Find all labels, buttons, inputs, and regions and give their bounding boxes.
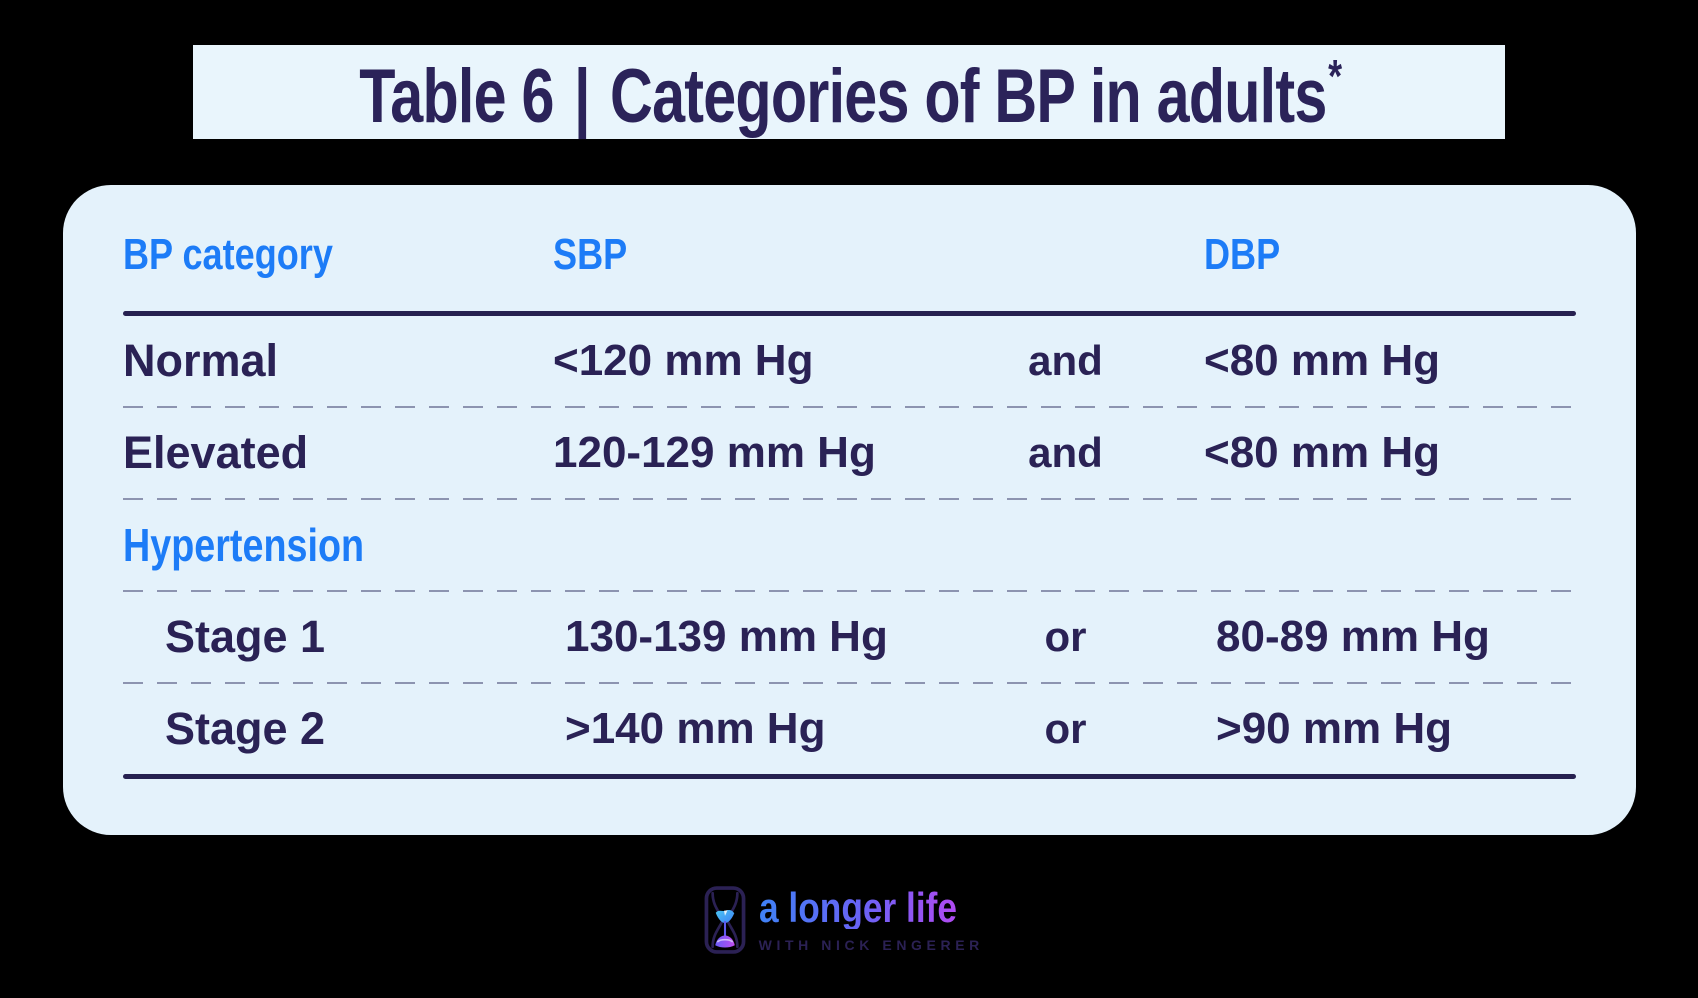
cell-sbp: <120 mm Hg xyxy=(553,336,814,385)
cell-conjunction: or xyxy=(1044,613,1087,660)
cell-category: Elevated xyxy=(123,427,309,478)
header-sbp: SBP xyxy=(553,230,628,279)
cell-conjunction: or xyxy=(1044,705,1087,752)
title-prefix: Table 6 xyxy=(358,54,554,139)
table-row-stage-2: Stage 2 >140 mm Hg or >90 mm Hg xyxy=(123,684,1576,774)
table-header-row: BP category SBP DBP xyxy=(123,185,1576,311)
title-main: Categories of BP in adults xyxy=(609,54,1327,139)
brand-tagline: WITH NICK ENGERER xyxy=(758,937,984,953)
header-rule xyxy=(123,311,1576,316)
table-row-hypertension: Hypertension xyxy=(123,500,1576,590)
cell-dbp: 80-89 mm Hg xyxy=(1216,612,1490,661)
table-row-elevated: Elevated 120-129 mm Hg and <80 mm Hg xyxy=(123,408,1576,498)
bottom-rule xyxy=(123,774,1576,779)
header-dbp: DBP xyxy=(1204,230,1281,279)
brand-name: a longer life xyxy=(758,884,957,931)
row-separator xyxy=(123,498,1576,500)
cell-dbp: <80 mm Hg xyxy=(1204,336,1440,385)
cell-dbp: >90 mm Hg xyxy=(1216,704,1452,753)
cell-category: Stage 2 xyxy=(165,703,326,754)
brand-text: a longer life WITH NICK ENGERER xyxy=(758,884,995,954)
cell-category: Stage 1 xyxy=(165,611,326,662)
cell-sbp: 130-139 mm Hg xyxy=(565,612,888,661)
header-bp-category: BP category xyxy=(123,230,333,279)
title-asterisk: * xyxy=(1327,50,1342,102)
page-title: Table 6 | Categories of BP in adults* xyxy=(359,49,1342,139)
row-separator xyxy=(123,406,1576,408)
cell-sbp: >140 mm Hg xyxy=(565,704,826,753)
row-separator xyxy=(123,682,1576,684)
title-banner: Table 6 | Categories of BP in adults* xyxy=(193,45,1505,139)
cell-category: Normal xyxy=(123,335,279,386)
cell-conjunction: and xyxy=(1028,337,1103,384)
row-separator xyxy=(123,590,1576,592)
cell-dbp: <80 mm Hg xyxy=(1204,428,1440,477)
brand-logo: a longer life WITH NICK ENGERER xyxy=(0,886,1698,954)
title-separator: | xyxy=(573,54,590,139)
table-row-stage-1: Stage 1 130-139 mm Hg or 80-89 mm Hg xyxy=(123,592,1576,682)
cell-conjunction: and xyxy=(1028,429,1103,476)
cell-sbp: 120-129 mm Hg xyxy=(553,428,876,477)
bp-table-card: BP category SBP DBP Normal <120 mm Hg an… xyxy=(63,185,1636,835)
hourglass-icon xyxy=(704,886,746,954)
cell-category: Hypertension xyxy=(123,519,365,571)
table-row-normal: Normal <120 mm Hg and <80 mm Hg xyxy=(123,316,1576,406)
